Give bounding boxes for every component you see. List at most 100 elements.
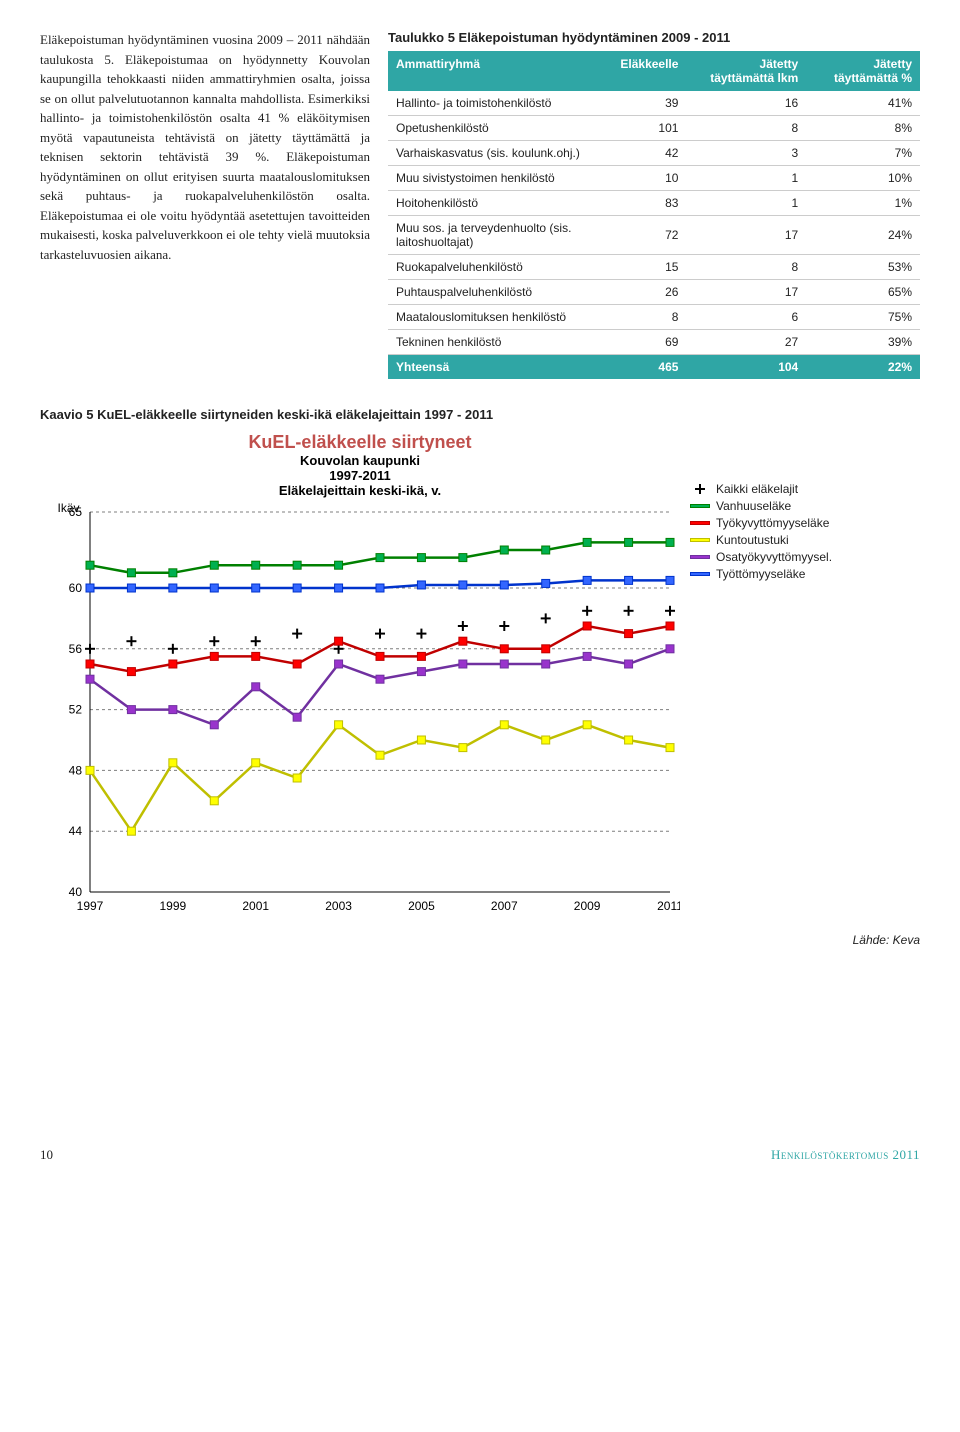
page-footer: 10 Henkilöstökertomus 2011 (40, 1147, 920, 1163)
cell-unfilled-pct: 1% (806, 191, 920, 216)
legend-item: Vanhuuseläke (690, 499, 832, 513)
cell-unfilled-n: 27 (686, 330, 806, 355)
cell-total-unfilled-pct: 22% (806, 355, 920, 380)
svg-text:56: 56 (69, 642, 83, 656)
cell-retired: 72 (612, 216, 686, 255)
legend-item: Työttömyyseläke (690, 567, 832, 581)
table-row: Muu sivistystoimen henkilöstö10110% (388, 166, 920, 191)
svg-text:2011: 2011 (657, 899, 680, 913)
cell-unfilled-n: 1 (686, 191, 806, 216)
legend-marker-icon (690, 483, 710, 495)
th-unfilled-pct: Jätetty täyttämättä % (806, 51, 920, 91)
cell-unfilled-pct: 7% (806, 141, 920, 166)
chart5-title-sub1: Kouvolan kaupunki (40, 453, 680, 468)
chart5-caption: Kaavio 5 KuEL-eläkkeelle siirtyneiden ke… (40, 407, 920, 422)
cell-retired: 101 (612, 116, 686, 141)
chart5-title-sub3: Eläkelajeittain keski-ikä, v. (40, 483, 680, 498)
cell-unfilled-pct: 65% (806, 280, 920, 305)
cell-group: Puhtauspalveluhenkilöstö (388, 280, 612, 305)
cell-unfilled-pct: 75% (806, 305, 920, 330)
cell-unfilled-n: 16 (686, 91, 806, 116)
table-row: Muu sos. ja terveydenhuolto (sis. laitos… (388, 216, 920, 255)
legend-marker-icon (690, 534, 710, 546)
legend-item: Osatyökyvyttömyysel. (690, 550, 832, 564)
cell-unfilled-n: 1 (686, 166, 806, 191)
cell-unfilled-pct: 24% (806, 216, 920, 255)
th-group: Ammattiryhmä (388, 51, 612, 91)
cell-retired: 42 (612, 141, 686, 166)
cell-retired: 8 (612, 305, 686, 330)
legend-item: Kaikki eläkelajit (690, 482, 832, 496)
cell-total-unfilled-n: 104 (686, 355, 806, 380)
cell-group: Opetushenkilöstö (388, 116, 612, 141)
svg-text:2009: 2009 (574, 899, 601, 913)
cell-group: Hallinto- ja toimistohenkilöstö (388, 91, 612, 116)
cell-group: Muu sos. ja terveydenhuolto (sis. laitos… (388, 216, 612, 255)
cell-group: Tekninen henkilöstö (388, 330, 612, 355)
cell-unfilled-n: 8 (686, 116, 806, 141)
table-row: Ruokapalveluhenkilöstö15853% (388, 255, 920, 280)
legend-label: Työkyvyttömyyseläke (716, 516, 829, 530)
cell-unfilled-pct: 41% (806, 91, 920, 116)
svg-text:2005: 2005 (408, 899, 435, 913)
table5-block: Taulukko 5 Eläkepoistuman hyödyntäminen … (388, 30, 920, 379)
chart5-title-main: KuEL-eläkkeelle siirtyneet (40, 432, 680, 453)
legend-marker-icon (690, 517, 710, 529)
legend-marker-icon (690, 551, 710, 563)
table5-title: Taulukko 5 Eläkepoistuman hyödyntäminen … (388, 30, 920, 45)
table-row: Tekninen henkilöstö692739% (388, 330, 920, 355)
svg-text:Ikäv.: Ikäv. (58, 502, 82, 515)
cell-retired: 69 (612, 330, 686, 355)
legend-label: Vanhuuseläke (716, 499, 791, 513)
cell-unfilled-pct: 8% (806, 116, 920, 141)
body-paragraph: Eläkepoistuman hyödyntäminen vuosina 200… (40, 30, 370, 379)
chart5-plot-area: KuEL-eläkkeelle siirtyneet Kouvolan kaup… (40, 432, 680, 927)
cell-unfilled-pct: 53% (806, 255, 920, 280)
table-row: Puhtauspalveluhenkilöstö261765% (388, 280, 920, 305)
cell-group: Hoitohenkilöstö (388, 191, 612, 216)
cell-unfilled-n: 6 (686, 305, 806, 330)
legend-marker-icon (690, 500, 710, 512)
cell-unfilled-n: 3 (686, 141, 806, 166)
cell-retired: 83 (612, 191, 686, 216)
chart5-legend: Kaikki eläkelajit Vanhuuseläke Työkyvyttöm… (690, 482, 832, 584)
svg-text:44: 44 (69, 824, 83, 838)
svg-text:60: 60 (69, 581, 83, 595)
cell-retired: 26 (612, 280, 686, 305)
table-row: Opetushenkilöstö10188% (388, 116, 920, 141)
legend-label: Osatyökyvyttömyysel. (716, 550, 832, 564)
table5: Ammattiryhmä Eläkkeelle Jätetty täyttämä… (388, 51, 920, 379)
page-number: 10 (40, 1147, 53, 1163)
cell-total-retired: 465 (612, 355, 686, 380)
th-retired: Eläkkeelle (612, 51, 686, 91)
chart5-svg: 40444852566065Ikäv.199719992001200320052… (40, 502, 680, 922)
cell-group: Varhaiskasvatus (sis. koulunk.ohj.) (388, 141, 612, 166)
legend-label: Kuntoutustuki (716, 533, 789, 547)
cell-group: Muu sivistystoimen henkilöstö (388, 166, 612, 191)
chart5-inner-title: KuEL-eläkkeelle siirtyneet Kouvolan kaup… (40, 432, 680, 498)
chart5-source: Lähde: Keva (40, 933, 920, 947)
cell-unfilled-pct: 39% (806, 330, 920, 355)
svg-text:1997: 1997 (77, 899, 104, 913)
cell-group: Ruokapalveluhenkilöstö (388, 255, 612, 280)
legend-item: Kuntoutustuki (690, 533, 832, 547)
cell-retired: 15 (612, 255, 686, 280)
cell-unfilled-pct: 10% (806, 166, 920, 191)
doc-title-footer: Henkilöstökertomus 2011 (771, 1147, 920, 1163)
legend-label: Työttömyyseläke (716, 567, 805, 581)
chart5: KuEL-eläkkeelle siirtyneet Kouvolan kaup… (40, 432, 920, 927)
svg-text:40: 40 (69, 885, 83, 899)
th-unfilled-n: Jätetty täyttämättä lkm (686, 51, 806, 91)
svg-text:52: 52 (69, 703, 83, 717)
cell-total-label: Yhteensä (388, 355, 612, 380)
chart5-title-sub2: 1997-2011 (40, 468, 680, 483)
legend-marker-icon (690, 568, 710, 580)
cell-unfilled-n: 17 (686, 216, 806, 255)
cell-retired: 10 (612, 166, 686, 191)
cell-unfilled-n: 8 (686, 255, 806, 280)
table-row: Varhaiskasvatus (sis. koulunk.ohj.)4237% (388, 141, 920, 166)
cell-group: Maatalouslomituksen henkilöstö (388, 305, 612, 330)
table-row: Hallinto- ja toimistohenkilöstö391641% (388, 91, 920, 116)
table-total-row: Yhteensä46510422% (388, 355, 920, 380)
svg-text:2001: 2001 (242, 899, 269, 913)
